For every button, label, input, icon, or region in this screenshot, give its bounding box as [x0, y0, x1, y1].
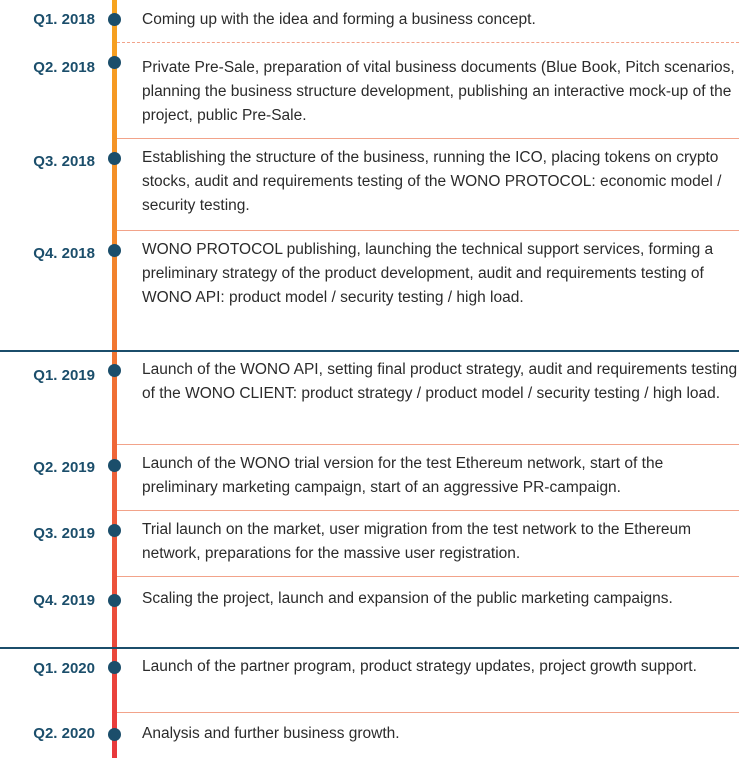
- timeline-dot-icon: [108, 56, 121, 69]
- row-divider: [117, 230, 739, 231]
- quarter-label: Q4. 2018: [33, 245, 95, 262]
- quarter-label: Q1. 2020: [33, 660, 95, 677]
- timeline-dot-icon: [108, 594, 121, 607]
- milestone-text: WONO PROTOCOL publishing, launching the …: [142, 241, 714, 306]
- timeline-dot-icon: [108, 661, 121, 674]
- row-divider: [117, 510, 739, 511]
- timeline-dot-icon: [108, 728, 121, 741]
- row-divider: [117, 138, 739, 139]
- quarter-label: Q1. 2019: [33, 367, 95, 384]
- quarter-label: Q2. 2020: [33, 725, 95, 742]
- milestone-text: Scaling the project, launch and expansio…: [142, 590, 673, 607]
- milestone-text: Coming up with the idea and forming a bu…: [142, 11, 536, 28]
- milestone-text: Establishing the structure of the busine…: [142, 149, 722, 214]
- year-divider-2019: [0, 350, 739, 352]
- milestone-text: Trial launch on the market, user migrati…: [142, 521, 692, 562]
- quarter-label: Q3. 2018: [33, 153, 95, 170]
- row-divider: [117, 42, 739, 43]
- milestone-text: Analysis and further business growth.: [142, 725, 400, 742]
- quarter-label: Q2. 2019: [33, 459, 95, 476]
- timeline-dot-icon: [108, 152, 121, 165]
- timeline-dot-icon: [108, 244, 121, 257]
- row-divider: [117, 444, 739, 445]
- quarter-label: Q2. 2018: [33, 59, 95, 76]
- milestone-text: Launch of the WONO trial version for the…: [142, 455, 664, 496]
- row-divider: [117, 712, 739, 713]
- milestone-text: Launch of the WONO API, setting final pr…: [142, 361, 738, 402]
- milestone-text: Private Pre-Sale, preparation of vital b…: [142, 59, 735, 124]
- timeline-dot-icon: [108, 524, 121, 537]
- row-divider: [117, 576, 739, 577]
- timeline-dot-icon: [108, 13, 121, 26]
- quarter-label: Q4. 2019: [33, 592, 95, 609]
- year-divider-2020: [0, 647, 739, 649]
- milestone-text: Launch of the partner program, product s…: [142, 658, 697, 675]
- quarter-label: Q1. 2018: [33, 11, 95, 28]
- quarter-label: Q3. 2019: [33, 525, 95, 542]
- timeline-dot-icon: [108, 364, 121, 377]
- timeline-dot-icon: [108, 459, 121, 472]
- timeline-axis: [112, 0, 117, 758]
